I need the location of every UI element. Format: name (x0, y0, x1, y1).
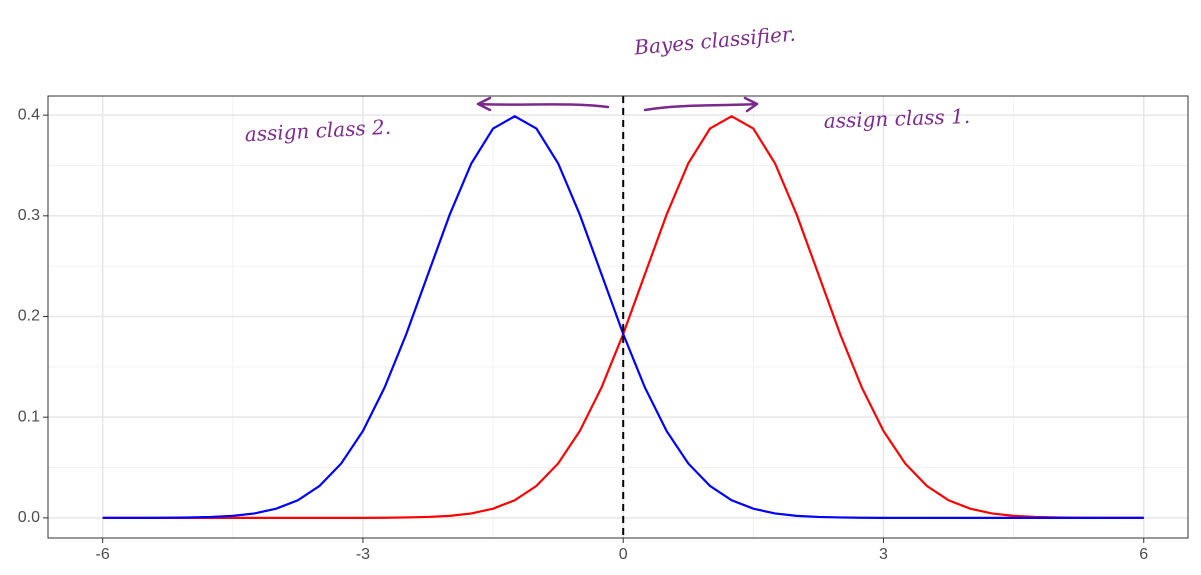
panel-border (47, 95, 1189, 539)
y-tick-label: 0.1 (18, 408, 40, 425)
annotation: assign class 1. (823, 104, 970, 133)
y-tick-label: 0.2 (18, 308, 40, 325)
x-tick-label: -6 (96, 546, 110, 563)
annotation: Bayes classifier. (632, 22, 796, 60)
arrow-right (643, 96, 759, 113)
y-tick-label: 0.4 (18, 106, 40, 123)
x-tick-label: 6 (1139, 546, 1148, 563)
x-tick-label: 0 (619, 546, 628, 563)
plot: -6 -3 0 3 6 0.0 0.1 0.2 0.3 0.4 (18, 95, 1189, 563)
line (102, 114, 1144, 519)
y-tick-label: 0.0 (18, 509, 40, 526)
arrow-left (476, 96, 610, 112)
y-tick-label: 0.3 (18, 207, 40, 224)
x-tick-label: -3 (356, 546, 370, 563)
arrows (476, 96, 759, 113)
x-tick-label: 3 (879, 546, 888, 563)
